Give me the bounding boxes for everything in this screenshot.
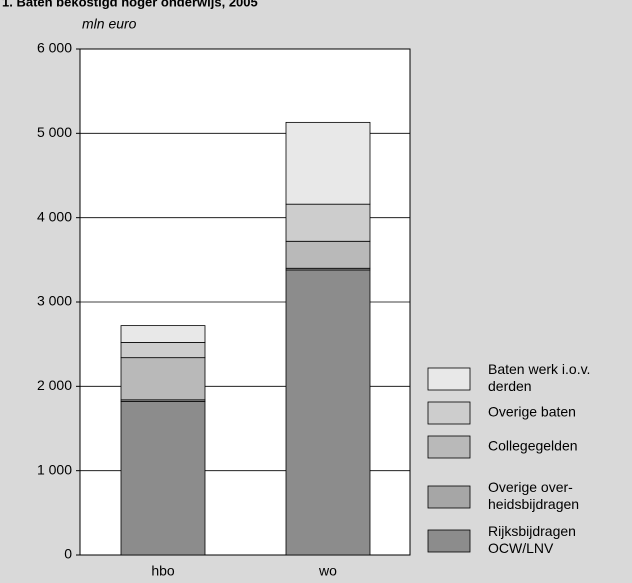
legend-swatch [427, 367, 471, 391]
legend-label: Collegegelden [488, 438, 578, 454]
legend-label: Overige baten [488, 404, 576, 420]
legend-swatch [427, 485, 471, 509]
bar-segment [285, 121, 371, 205]
bar-segment [120, 401, 206, 556]
bar-segment [120, 325, 206, 343]
legend-swatch [427, 435, 471, 459]
bar-segment [285, 203, 371, 242]
legend-label: Baten werk i.o.v. derden [488, 361, 590, 394]
x-tick-label: wo [318, 563, 337, 579]
legend-label: Overige over-heidsbijdragen [488, 479, 579, 512]
legend-swatch [427, 401, 471, 425]
y-tick-label: 3 000 [37, 293, 72, 309]
y-tick-label: 5 000 [37, 124, 72, 140]
bar-segment [120, 357, 206, 401]
bar-segment [285, 269, 371, 556]
y-tick-label: 4 000 [37, 208, 72, 224]
y-tick-label: 6 000 [37, 40, 72, 56]
legend-swatch [427, 529, 471, 553]
x-tick-label: hbo [151, 563, 175, 579]
y-axis-label: mln euro [82, 16, 137, 32]
chart-title: 1. Baten bekostigd hoger onderwijs, 2005 [2, 0, 258, 9]
y-tick-label: 2 000 [37, 377, 72, 393]
legend-label: Rijksbijdragen OCW/LNV [488, 523, 576, 556]
bar-segment [120, 342, 206, 359]
y-tick-label: 1 000 [37, 461, 72, 477]
bar-segment [285, 240, 371, 269]
y-tick-label: 0 [64, 546, 72, 562]
